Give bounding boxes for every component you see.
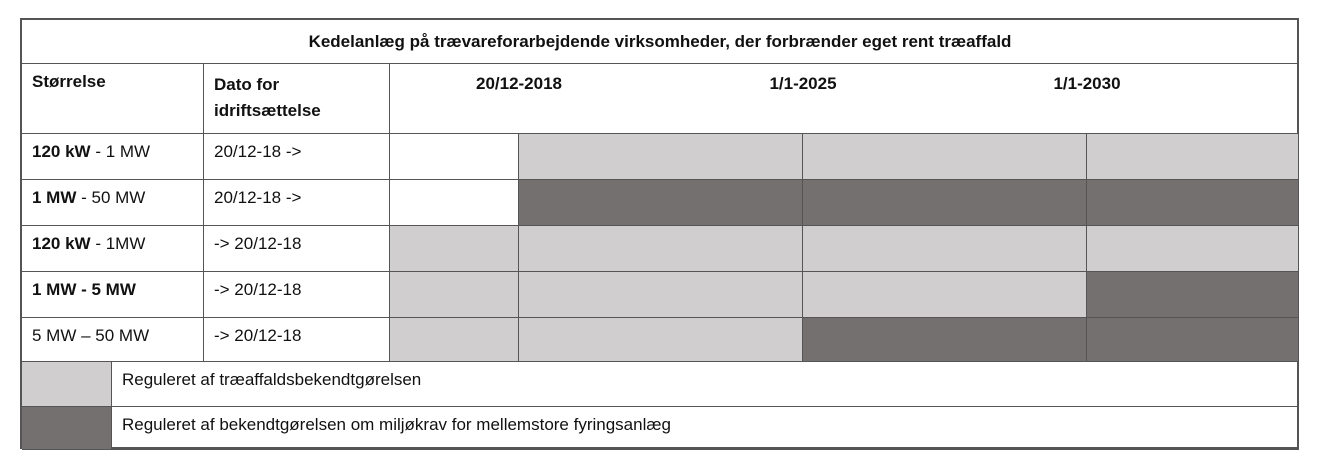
legend-swatch-light <box>22 362 112 407</box>
cell-text: 1 MW - 5 MW <box>32 280 136 299</box>
period-cell-none <box>390 134 519 180</box>
row-date: 20/12-18 -> <box>204 134 390 180</box>
header-date-1: 1/1-2025 <box>769 74 837 93</box>
period-cell-dark <box>803 318 1087 362</box>
period-cell-light <box>803 226 1087 272</box>
cell-text: 20/12-18 -> <box>214 188 302 207</box>
period-cell-dark <box>1087 318 1299 362</box>
period-cell-none <box>390 180 519 226</box>
period-cell-light <box>519 272 803 318</box>
period-cell-light <box>803 134 1087 180</box>
period-cell-light <box>1087 226 1299 272</box>
cell-text: 1 MW <box>32 188 77 207</box>
period-cell-dark <box>1087 180 1299 226</box>
header-date-2: 1/1-2030 <box>1053 74 1121 93</box>
cell-text: - 1 MW <box>90 142 151 161</box>
cell-text: - 50 MW <box>76 188 146 207</box>
row-date: -> 20/12-18 <box>204 272 390 318</box>
header-date: Dato for idriftsættelse <box>204 64 390 134</box>
table-title: Kedelanlæg på trævareforarbejdende virks… <box>22 20 1299 64</box>
period-cell-dark <box>803 180 1087 226</box>
period-cell-light <box>519 226 803 272</box>
cell-text: -> 20/12-18 <box>214 280 302 299</box>
header-date-0: 20/12-2018 <box>475 74 563 93</box>
cell-text: Størrelse <box>32 72 106 91</box>
cell-text: 20/12-18 -> <box>214 142 302 161</box>
row-size: 1 MW - 50 MW <box>22 180 204 226</box>
cell-text: -> 20/12-18 <box>214 326 302 345</box>
period-cell-dark <box>1087 272 1299 318</box>
period-cell-light <box>390 226 519 272</box>
row-date: -> 20/12-18 <box>204 318 390 362</box>
period-cell-light <box>519 318 803 362</box>
cell-text: 120 kW <box>32 142 91 161</box>
cell-text: Dato for idriftsættelse <box>214 75 321 120</box>
period-cell-light <box>803 272 1087 318</box>
cell-text: - 1MW <box>90 234 146 253</box>
header-timeline <box>390 64 1299 134</box>
period-cell-light <box>1087 134 1299 180</box>
period-cell-dark <box>519 180 803 226</box>
row-size: 120 kW - 1 MW <box>22 134 204 180</box>
header-size: Størrelse <box>22 64 204 134</box>
cell-text: Reguleret af træaffaldsbekendtgørelsen <box>122 370 422 389</box>
cell-text: 120 kW <box>32 234 91 253</box>
row-size: 120 kW - 1MW <box>22 226 204 272</box>
cell-text: -> 20/12-18 <box>214 234 302 253</box>
row-date: 20/12-18 -> <box>204 180 390 226</box>
row-date: -> 20/12-18 <box>204 226 390 272</box>
legend-label: Reguleret af træaffaldsbekendtgørelsen <box>112 362 1299 407</box>
period-cell-light <box>519 134 803 180</box>
period-cell-light <box>390 272 519 318</box>
cell-text: Kedelanlæg på trævareforarbejdende virks… <box>308 32 1012 51</box>
cell-text: 5 MW – 50 MW <box>32 326 150 345</box>
cell-text: Reguleret af bekendtgørelsen om miljøkra… <box>122 415 671 434</box>
row-size: 5 MW – 50 MW <box>22 318 204 362</box>
legend-label: Reguleret af bekendtgørelsen om miljøkra… <box>112 407 1299 450</box>
row-size: 1 MW - 5 MW <box>22 272 204 318</box>
period-cell-light <box>390 318 519 362</box>
regulation-table: Kedelanlæg på trævareforarbejdende virks… <box>20 18 1299 450</box>
legend-swatch-dark <box>22 407 112 450</box>
